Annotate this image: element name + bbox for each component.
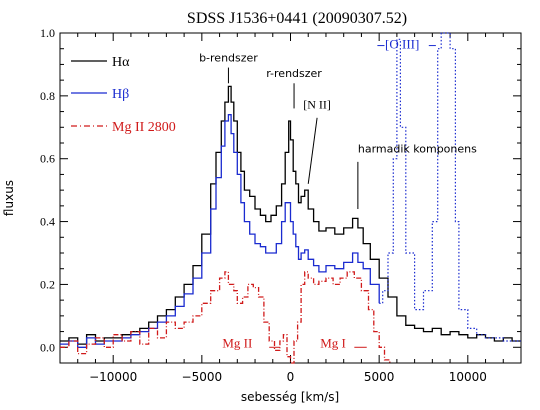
y-tick-label: 0.6 — [40, 152, 55, 166]
series-line — [60, 271, 391, 364]
series-line — [60, 85, 521, 345]
axes-ticks: −10000 −5000 0 5000 10000 0.0 0.2 0.4 0.6 0.8 1.0 — [40, 26, 522, 384]
legend-label-mgii: Mg II 2800 — [112, 120, 176, 135]
legend: Hα Hβ Mg II 2800 — [71, 55, 176, 135]
annotation-label: harmadik komponens — [358, 142, 477, 155]
x-tick-label: 10000 — [449, 370, 487, 384]
annotation-label: Mg II — [222, 335, 252, 350]
legend-label-halpha: Hα — [112, 55, 130, 70]
x-tick-label: −5000 — [182, 370, 223, 384]
y-tick-label: 0.2 — [40, 277, 55, 291]
legend-label-hbeta: Hβ — [112, 87, 129, 102]
x-tick-label: 0 — [287, 370, 295, 384]
chart-title: SDSS J1536+0441 (20090307.52) — [187, 10, 407, 27]
annotation-label: b-rendszer — [199, 51, 258, 64]
plot-frame — [59, 32, 522, 364]
y-tick-label: 0.4 — [40, 215, 55, 229]
x-tick-label: −10000 — [89, 370, 137, 384]
y-tick-label: 0.0 — [40, 340, 55, 354]
x-tick-label: 5000 — [364, 370, 395, 384]
series-layer — [60, 32, 521, 364]
annotation-label: [N II] — [303, 97, 331, 111]
annotation-leader — [307, 117, 318, 184]
annotation-label: [O III] — [385, 37, 419, 52]
x-axis-label: sebesség [km/s] — [241, 390, 339, 404]
series-line — [60, 114, 380, 348]
series-line-dotted — [379, 32, 521, 342]
annotation-label: Mg I — [320, 335, 346, 350]
y-axis-label: fluxus — [2, 180, 16, 216]
annotation-layer: b-rendszer r-rendszer [N II] harmadik kompo… — [199, 37, 477, 351]
y-tick-label: 1.0 — [40, 26, 55, 40]
annotation-label: r-rendszer — [266, 67, 322, 80]
y-tick-label: 0.8 — [40, 89, 55, 103]
